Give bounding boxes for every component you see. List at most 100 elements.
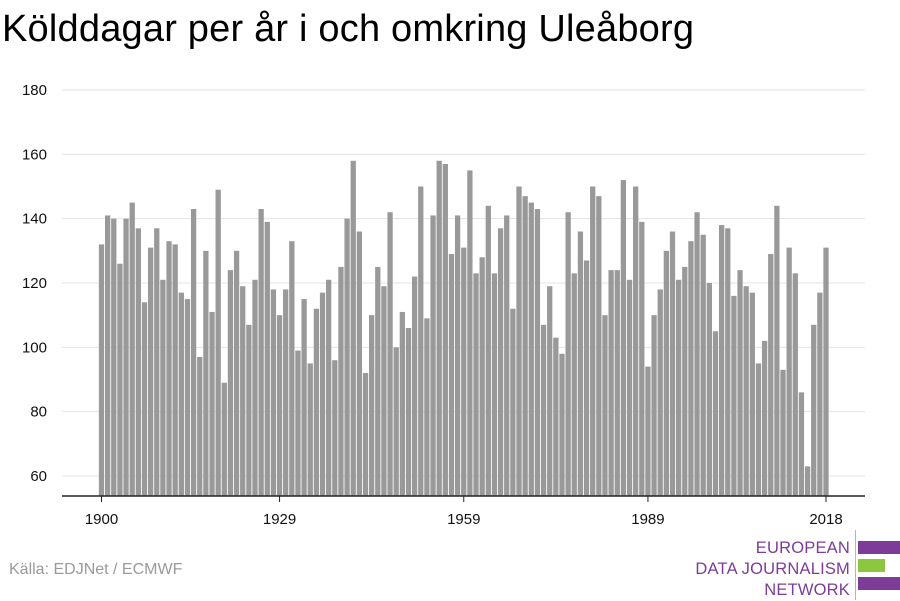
bar-1971: [534, 209, 541, 496]
x-tick-label: 1929: [263, 511, 296, 528]
logo-purple-bar-top: [858, 541, 900, 554]
bar-1931: [289, 241, 295, 496]
bar-1975: [559, 353, 565, 496]
y-axis-tick-labels: 60 80 100 120 140 160 180: [22, 82, 47, 485]
y-tick-label: 80: [30, 404, 47, 421]
bar-1919: [215, 189, 221, 496]
bar-1913: [178, 292, 184, 496]
bar-1902: [111, 218, 117, 497]
bar-1932: [295, 350, 301, 496]
bar-1982: [602, 315, 608, 496]
bar-1991: [657, 289, 663, 496]
bar-1917: [203, 250, 209, 496]
bar-1986: [626, 279, 633, 496]
bar-1973: [547, 286, 553, 496]
bar-1962: [479, 257, 485, 496]
bar-1960: [467, 170, 473, 497]
bar-1933: [301, 299, 307, 496]
bar-1968: [516, 186, 522, 496]
bar-1970: [528, 202, 534, 496]
source-note: Källa: EDJNet / ECMWF: [9, 561, 183, 578]
bar-1943: [362, 373, 369, 496]
bar-1907: [141, 302, 148, 496]
bar-1949: [399, 311, 405, 496]
bar-1958: [454, 215, 461, 496]
bar-1908: [147, 247, 154, 496]
bar-1924: [246, 324, 252, 496]
bar-1952: [418, 186, 424, 496]
bar-1914: [184, 299, 191, 496]
logo-green-bar: [858, 559, 885, 572]
bar-1985: [620, 180, 627, 496]
bars: [98, 160, 829, 497]
bar-1976: [565, 212, 571, 497]
bar-1961: [473, 273, 479, 496]
bar-1946: [381, 286, 387, 496]
bar-1953: [424, 318, 430, 496]
bar-2001: [718, 225, 725, 496]
bar-1989: [645, 366, 651, 496]
bar-2018: [823, 247, 829, 496]
bar-1910: [160, 279, 166, 496]
bar-1990: [651, 315, 657, 496]
bar-1995: [682, 266, 688, 496]
bar-1930: [283, 289, 289, 496]
bar-1909: [154, 228, 160, 496]
bar-1996: [688, 241, 694, 496]
bar-1954: [430, 215, 436, 496]
bar-1988: [639, 221, 645, 496]
y-tick-label: 180: [22, 82, 47, 99]
bar-1999: [706, 283, 712, 496]
logo-line-2: DATA JOURNALISM: [695, 560, 850, 578]
x-tick-label: 2018: [809, 511, 842, 528]
bar-1957: [448, 254, 455, 496]
bar-1967: [510, 308, 516, 496]
bar-1997: [694, 212, 700, 497]
bar-1978: [577, 231, 584, 496]
bar-1942: [356, 231, 363, 496]
bar-1904: [123, 218, 129, 497]
bar-1979: [583, 260, 590, 496]
bar-1993: [669, 231, 676, 496]
bar-1980: [590, 186, 596, 496]
logo-divider: [855, 530, 856, 600]
bar-1959: [461, 247, 467, 496]
bar-1900: [98, 244, 105, 496]
bar-2003: [731, 295, 737, 496]
bar-2007: [755, 363, 762, 496]
bar-1901: [105, 215, 111, 496]
bar-1937: [326, 279, 332, 496]
bar-1947: [387, 212, 393, 497]
logo-purple-bar-bottom: [858, 577, 900, 590]
bar-1929: [276, 315, 283, 496]
bar-1948: [393, 347, 399, 496]
bar-1923: [240, 286, 246, 496]
bar-1974: [553, 337, 559, 496]
logo-line-3: NETWORK: [764, 581, 850, 599]
bar-1926: [258, 209, 264, 496]
bar-1972: [540, 324, 547, 496]
y-tick-label: 160: [22, 146, 47, 163]
bar-1912: [172, 244, 178, 496]
bar-2015: [804, 466, 811, 496]
y-tick-label: 140: [22, 211, 47, 228]
bar-1925: [252, 279, 258, 496]
bar-1940: [344, 218, 350, 497]
bar-2005: [743, 286, 749, 496]
bar-1903: [117, 263, 123, 496]
bar-2013: [792, 273, 798, 496]
bar-1934: [307, 363, 313, 496]
bar-1994: [676, 279, 682, 496]
bar-2009: [768, 254, 774, 496]
bar-2000: [712, 331, 719, 496]
bar-1977: [571, 273, 577, 496]
y-tick-label: 60: [30, 468, 47, 485]
bar-2008: [761, 340, 768, 496]
bar-1918: [209, 311, 215, 496]
logo-line-1: EUROPEAN: [755, 539, 850, 557]
bar-2012: [786, 247, 792, 496]
bar-1981: [596, 196, 602, 496]
x-tick-label: 1989: [631, 511, 664, 528]
bar-2016: [811, 324, 817, 496]
bar-2011: [780, 369, 786, 496]
